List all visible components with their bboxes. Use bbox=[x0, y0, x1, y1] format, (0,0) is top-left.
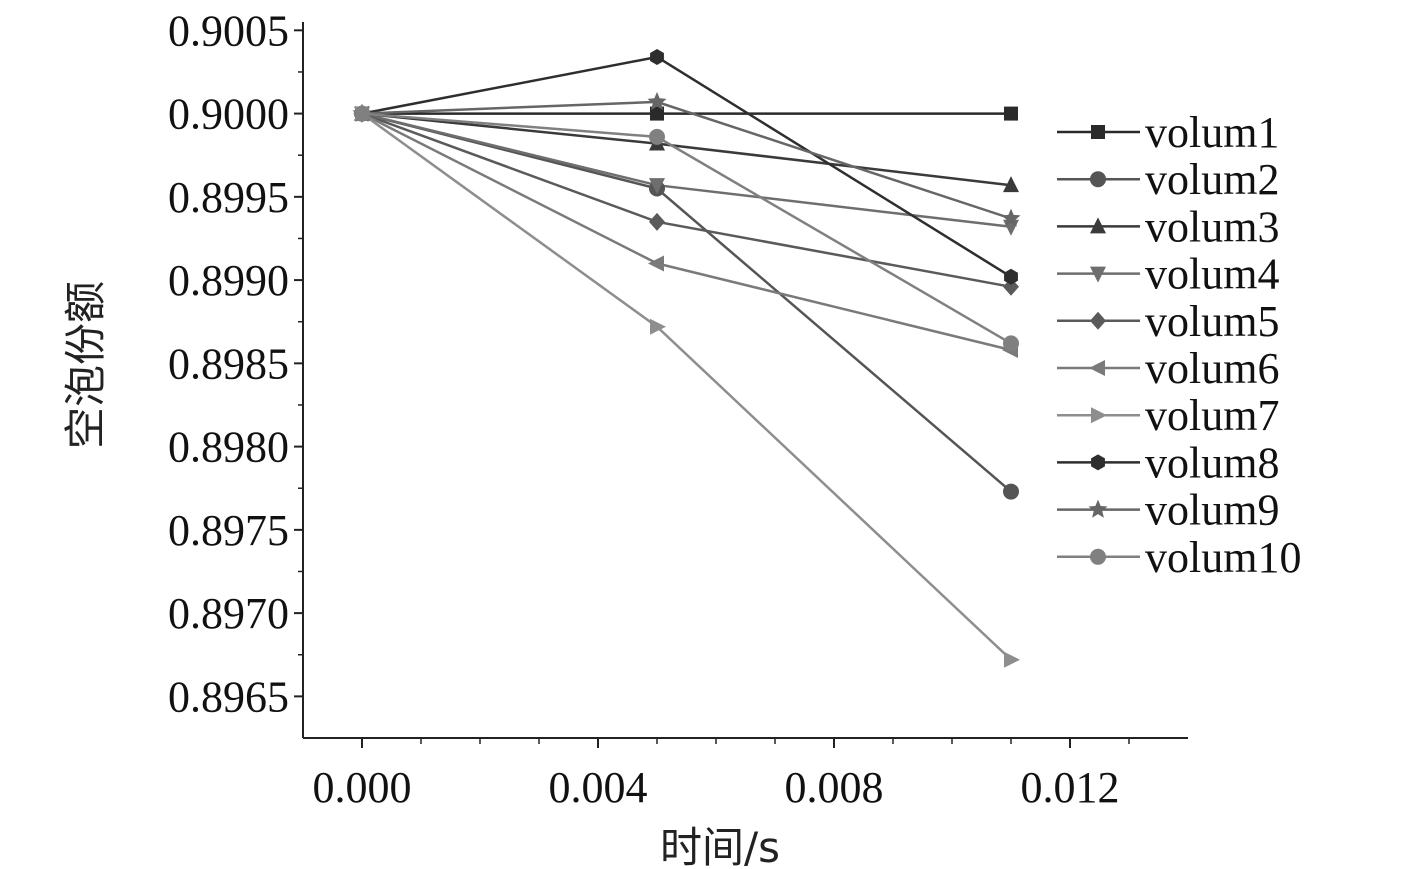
data-point-volum5 bbox=[649, 212, 665, 231]
legend-label: volum8 bbox=[1145, 438, 1279, 487]
legend-label: volum3 bbox=[1145, 202, 1279, 251]
legend: volum1volum2volum3volum4volum5volum6volu… bbox=[1057, 108, 1301, 582]
data-point-volum7 bbox=[650, 318, 666, 335]
y-tick-label: 0.8990 bbox=[168, 256, 289, 305]
legend-marker bbox=[1090, 266, 1106, 283]
y-tick-label: 0.9000 bbox=[168, 90, 289, 139]
y-tick-label: 0.8980 bbox=[168, 423, 289, 472]
legend-marker bbox=[1089, 360, 1105, 376]
legend-marker bbox=[1091, 125, 1105, 139]
legend-label: volum1 bbox=[1145, 108, 1279, 157]
legend-marker bbox=[1090, 217, 1106, 234]
data-point-volum2 bbox=[1003, 483, 1019, 500]
x-axis-title: 时间/s bbox=[660, 823, 780, 869]
data-point-volum10 bbox=[1003, 335, 1019, 352]
legend-label: volum5 bbox=[1145, 297, 1279, 346]
y-tick-label: 0.8995 bbox=[168, 173, 289, 222]
data-point-volum4 bbox=[649, 178, 665, 195]
legend-label: volum2 bbox=[1145, 155, 1279, 204]
legend-item-volum9: volum9 bbox=[1057, 486, 1279, 535]
legend-item-volum10: volum10 bbox=[1057, 533, 1301, 582]
legend-marker bbox=[1091, 454, 1105, 471]
y-tick-label: 0.8970 bbox=[168, 589, 289, 638]
series-line-volum7 bbox=[361, 112, 1012, 661]
legend-label: volum10 bbox=[1145, 533, 1301, 582]
legend-item-volum1: volum1 bbox=[1057, 108, 1279, 157]
legend-label: volum4 bbox=[1145, 250, 1279, 299]
legend-item-volum4: volum4 bbox=[1057, 250, 1279, 299]
data-point-volum9 bbox=[1001, 208, 1021, 227]
data-point-volum10 bbox=[649, 128, 665, 145]
series-line-volum2 bbox=[361, 112, 1012, 493]
series-line-volum4 bbox=[361, 112, 1012, 229]
data-point-volum9 bbox=[647, 91, 667, 111]
legend-label: volum6 bbox=[1145, 344, 1279, 393]
legend-marker bbox=[1090, 548, 1106, 565]
data-point-volum7 bbox=[1004, 651, 1020, 668]
y-tick-label: 0.9005 bbox=[168, 6, 289, 55]
legend-item-volum7: volum7 bbox=[1057, 391, 1279, 440]
series-line-volum9 bbox=[361, 100, 1012, 220]
legend-marker bbox=[1091, 407, 1107, 424]
y-axis-title: 空泡份额 bbox=[61, 281, 110, 449]
y-tick-label: 0.8985 bbox=[168, 339, 289, 388]
legend-item-volum3: volum3 bbox=[1057, 202, 1279, 251]
data-point-volum8 bbox=[650, 48, 664, 65]
series-lines bbox=[361, 55, 1012, 661]
y-tick-label: 0.8965 bbox=[168, 672, 289, 721]
series-line-volum8 bbox=[361, 55, 1012, 278]
data-point-volum3 bbox=[1003, 176, 1019, 193]
data-point-volum8 bbox=[1004, 268, 1018, 285]
x-tick-label: 0.008 bbox=[785, 763, 884, 812]
legend-item-volum2: volum2 bbox=[1057, 155, 1279, 204]
data-point-volum1 bbox=[1004, 106, 1018, 121]
x-tick-label: 0.012 bbox=[1021, 763, 1120, 812]
legend-marker bbox=[1088, 499, 1108, 518]
y-tick-label: 0.8975 bbox=[168, 506, 289, 555]
series-markers bbox=[352, 48, 1021, 668]
x-tick-label: 0.004 bbox=[549, 763, 648, 812]
legend-label: volum9 bbox=[1145, 486, 1279, 535]
data-point-volum1 bbox=[650, 106, 664, 121]
legend-item-volum8: volum8 bbox=[1057, 438, 1279, 487]
legend-item-volum5: volum5 bbox=[1057, 297, 1279, 346]
legend-marker bbox=[1090, 311, 1106, 330]
axes: 0.8965 0.8970 0.8975 0.8980 0.8985 0.8990 0.89… bbox=[168, 6, 1188, 812]
legend-item-volum6: volum6 bbox=[1057, 344, 1279, 393]
legend-label: volum7 bbox=[1145, 391, 1279, 440]
x-tick-label: 0.000 bbox=[313, 763, 412, 812]
data-point-volum6 bbox=[648, 255, 664, 272]
legend-marker bbox=[1090, 171, 1106, 188]
data-point-volum10 bbox=[354, 105, 370, 122]
